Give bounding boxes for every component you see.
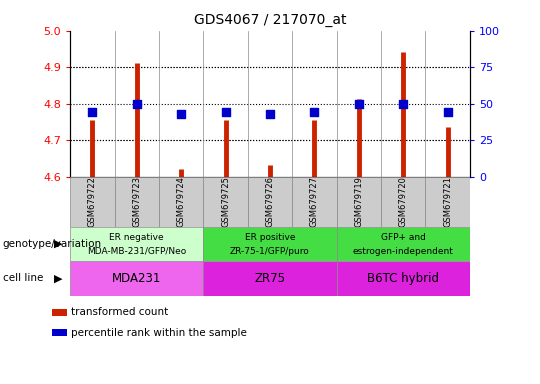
Bar [52,329,66,336]
Bar [336,261,470,296]
Bar [336,177,381,227]
Text: ER positive: ER positive [245,233,295,242]
Text: ZR-75-1/GFP/puro: ZR-75-1/GFP/puro [230,247,310,256]
Text: MDA-MB-231/GFP/Neo: MDA-MB-231/GFP/Neo [87,247,186,256]
Bar [426,177,470,227]
Text: ER negative: ER negative [110,233,164,242]
Point [266,111,274,117]
Bar [292,177,336,227]
Text: GSM679723: GSM679723 [132,176,141,227]
Text: transformed count: transformed count [71,308,168,318]
Bar [70,261,204,296]
Bar [52,309,66,316]
Bar [204,261,336,296]
Text: GFP+ and: GFP+ and [381,233,426,242]
Bar [159,177,204,227]
Text: GSM679724: GSM679724 [177,176,186,227]
Bar [204,177,248,227]
Text: GSM679726: GSM679726 [266,176,274,227]
Point [354,101,363,107]
Text: ZR75: ZR75 [254,272,286,285]
Text: ▶: ▶ [53,239,62,249]
Text: GSM679722: GSM679722 [88,176,97,227]
Text: genotype/variation: genotype/variation [3,239,102,249]
Bar [248,177,292,227]
Text: MDA231: MDA231 [112,272,161,285]
Text: ▶: ▶ [53,273,62,283]
Text: B6TC hybrid: B6TC hybrid [367,272,439,285]
Point [399,101,408,107]
Bar [204,227,336,261]
Bar [381,177,426,227]
Bar [114,177,159,227]
Text: GSM679720: GSM679720 [399,176,408,227]
Point [88,109,97,116]
Text: cell line: cell line [3,273,43,283]
Bar [70,227,204,261]
Point [310,109,319,116]
Title: GDS4067 / 217070_at: GDS4067 / 217070_at [194,13,346,27]
Point [221,109,230,116]
Bar [70,177,114,227]
Text: GSM679727: GSM679727 [310,176,319,227]
Point [177,111,186,117]
Point [132,101,141,107]
Text: GSM679721: GSM679721 [443,176,452,227]
Text: GSM679719: GSM679719 [354,176,363,227]
Bar [336,227,470,261]
Text: percentile rank within the sample: percentile rank within the sample [71,328,247,338]
Text: GSM679725: GSM679725 [221,176,230,227]
Point [443,109,452,116]
Text: estrogen-independent: estrogen-independent [353,247,454,256]
